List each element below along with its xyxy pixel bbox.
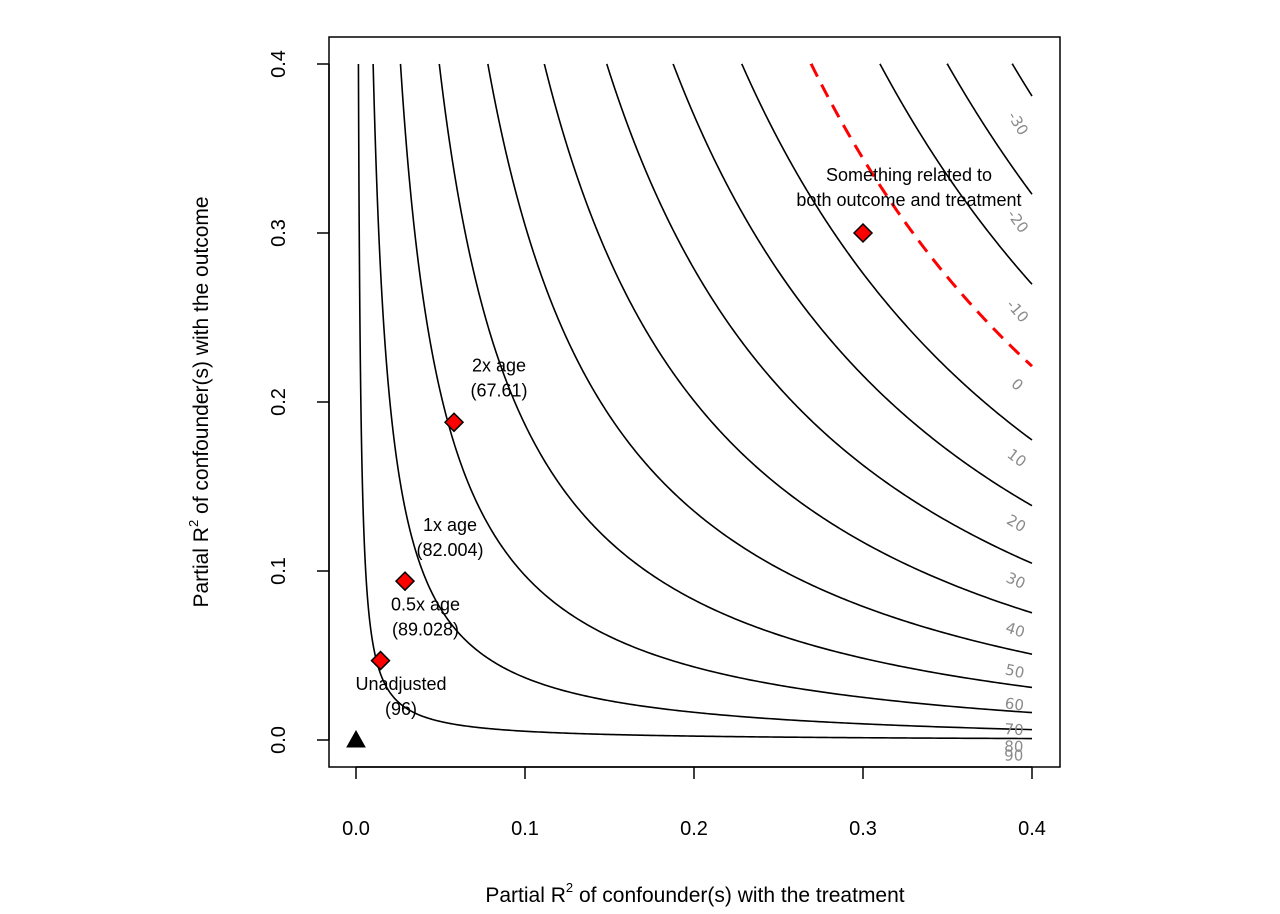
contour-label-0: 0 [1007,375,1026,395]
contour-lines [357,62,1034,740]
x-tick-label: 0.1 [511,818,539,840]
y-tick-label: 0.3 [268,219,290,247]
contour-label-10: 10 [1004,445,1030,471]
x-tick-label: 0.4 [1018,818,1046,840]
x-tick-label: 0.2 [680,818,708,840]
contour-label-50: 50 [1004,660,1026,682]
contour-label-30: 30 [1003,569,1028,593]
benchmark-marker [443,412,465,433]
x-tick-label: 0.0 [342,818,370,840]
point-label: 2x age (67.61) [470,355,527,400]
contour-line-50 [487,63,1033,655]
contour-label--10: -10 [1003,296,1033,326]
point-label: 1x age (82.004) [416,515,483,560]
benchmark-marker [852,222,874,244]
contour-line-60 [438,63,1033,689]
contour-line-10 [741,63,1033,441]
contour-line-20 [672,63,1033,507]
unadjusted-marker [346,729,366,748]
contour-line-80 [372,64,1033,731]
y-tick-label: 0.4 [268,50,290,78]
contour-label-20: 20 [1003,511,1029,536]
contour-line-90 [357,64,1033,740]
contour-label-40: 40 [1003,619,1027,642]
contour-label-60: 60 [1004,694,1025,714]
benchmark-points: Unadjusted (96) 0.5x age (89.028) 1x age (82.… [346,165,1022,748]
contour-line-30 [606,63,1033,565]
contour-label-90: 90 [1004,746,1023,764]
axes: 0.0 0.1 0.2 0.3 0.4 0.0 0.1 0.2 0.3 0.4 [268,36,1061,840]
contour-line-70 [399,63,1033,714]
y-tick-label: 0.1 [268,557,290,585]
contour-line-40 [543,63,1033,614]
contour-label-80: 80 [1004,737,1024,755]
point-label: Unadjusted (96) [355,674,446,719]
contour-line--30 [1011,63,1033,97]
point-label: Something related to both outcome and tre… [796,165,1021,210]
contour-line-0 [809,62,1034,368]
x-tick-label: 0.3 [849,818,877,840]
contour-line--20 [946,63,1033,195]
x-axis-title: Partial R2 of confounder(s) with the tre… [485,880,904,907]
y-axis-title: Partial R2 of confounder(s) with the out… [186,196,213,607]
contour-label--20: -20 [1003,206,1032,236]
benchmark-marker [394,571,416,592]
y-tick-label: 0.0 [268,726,290,754]
contour-label-70: 70 [1004,720,1024,739]
point-label: 0.5x age (89.028) [391,595,460,640]
contour-label--30: -30 [1004,108,1032,138]
y-tick-label: 0.2 [268,388,290,416]
benchmark-marker [370,650,391,671]
contour-line--10 [879,63,1033,285]
